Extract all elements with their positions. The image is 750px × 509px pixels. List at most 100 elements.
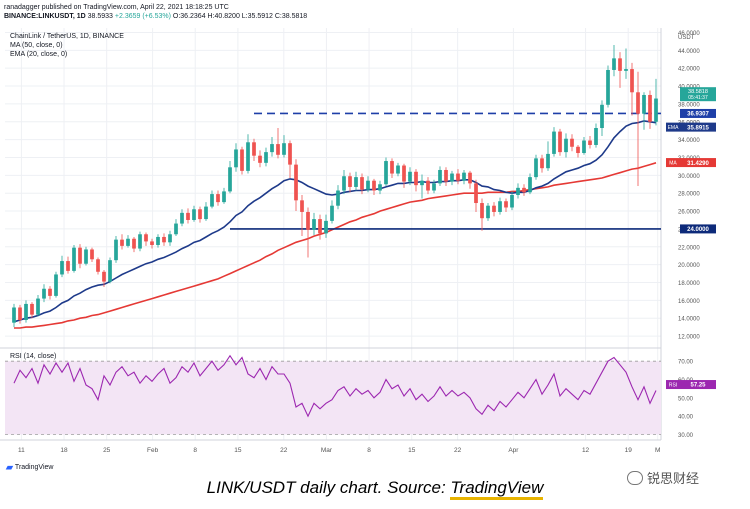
candle-body [144, 234, 148, 242]
candle-body [432, 183, 436, 191]
candle-body [84, 249, 88, 264]
candle-body [504, 201, 508, 208]
price-tick-label: 14.0000 [678, 317, 700, 323]
candle-body [60, 261, 64, 275]
candle-body [66, 261, 70, 271]
price-tick-label: 46.0000 [678, 31, 700, 37]
candle-body [276, 144, 280, 155]
candle-body [240, 149, 244, 171]
price-tick-label: 20.0000 [678, 263, 700, 269]
published-line: ranadagger published on TradingView.com,… [4, 4, 229, 11]
candle-body [366, 180, 370, 190]
candle-body [588, 140, 592, 145]
candle-body [234, 149, 238, 168]
tradingview-logo: ▰ TradingView [6, 462, 53, 473]
time-axis: 11 18 25 Feb 8 15 22 Mar 8 15 22 Apr 12 19 M [18, 447, 660, 454]
candle-body [180, 212, 184, 224]
candle-body [42, 288, 46, 299]
candle-body [18, 307, 22, 320]
candle-body [462, 172, 466, 181]
time-tick-label: Feb [147, 447, 159, 454]
time-tick-label: 19 [625, 447, 633, 454]
candle-body [198, 209, 202, 220]
candle-body [456, 173, 460, 181]
candle-body [354, 177, 358, 187]
rsi-tag-name: RSI [669, 383, 677, 389]
candle-body [90, 249, 94, 260]
legend-ema[interactable]: EMA (20, close, 0) [10, 51, 68, 58]
candle-body [72, 247, 76, 271]
last-price-value: 38.5818 [688, 89, 708, 95]
candle-body [264, 152, 268, 163]
price-tick-label: 28.0000 [678, 192, 700, 198]
candle-body [546, 153, 550, 169]
time-tick-label: 22 [454, 447, 462, 454]
time-tick-label: 22 [280, 447, 288, 454]
resistance-tag-value: 36.9307 [687, 112, 709, 118]
rsi-tick-label: 70.00 [678, 360, 694, 366]
support-tag-box [680, 224, 716, 234]
candle-body [372, 180, 376, 191]
candle-body [420, 180, 424, 186]
ma-tag-name: MA [669, 161, 677, 167]
rsi-pane: RSI (14, close) [5, 353, 661, 435]
ema-tag-bg [666, 122, 680, 132]
candle-body [642, 94, 646, 114]
candle-body [48, 288, 52, 296]
time-tick-label: Mar [321, 447, 333, 454]
resistance-tag-box [680, 108, 716, 118]
candle-body [204, 206, 208, 220]
candle-body [36, 298, 40, 315]
ema-tag-name: EMA [668, 125, 680, 131]
candle-body [522, 187, 526, 193]
candle-body [468, 172, 472, 184]
candle-body [492, 205, 496, 212]
candle-body [594, 128, 598, 145]
candle-body [528, 177, 532, 193]
figure-caption: LINK/USDT daily chart. Source: TradingVi… [0, 478, 750, 500]
ma-tag-box [680, 158, 716, 168]
candle-body [132, 238, 136, 249]
candle-body [288, 143, 292, 165]
candle-body [270, 144, 274, 153]
ema-20-line [13, 120, 657, 323]
candle-body [516, 187, 520, 195]
candle-body [636, 92, 640, 114]
legend-ma[interactable]: MA (50, close, 0) [10, 42, 63, 49]
candle-body [486, 205, 490, 219]
candle-body [474, 183, 478, 204]
price-tick-label: 44.0000 [678, 49, 700, 55]
time-tick-label: 8 [367, 447, 371, 454]
candle-body [360, 177, 364, 190]
time-tick-label: 12 [582, 447, 590, 454]
price-tick-label: 26.0000 [678, 210, 700, 216]
wechat-watermark: 锐思财经 [627, 468, 699, 487]
candles [12, 44, 658, 328]
indicator-legend: ChainLink / TetherUS, 1D, BINANCE MA (50… [10, 32, 124, 59]
candle-body [126, 238, 130, 246]
usdt-label: USDT [678, 35, 695, 41]
candle-body [246, 142, 250, 171]
caption-source: TradingView [450, 478, 544, 500]
candle-body [192, 209, 196, 220]
chart-header: ranadagger published on TradingView.com,… [4, 3, 307, 21]
candle-body [216, 194, 220, 203]
price-tick-label: 18.0000 [678, 281, 700, 287]
candle-body [384, 161, 388, 185]
last-price-tag-box [680, 87, 716, 102]
candle-body [558, 131, 562, 153]
candle-body [480, 203, 484, 219]
rsi-line [13, 354, 657, 418]
candle-body [258, 155, 262, 163]
ma-tag-value: 31.4290 [687, 161, 709, 167]
candle-body [108, 260, 112, 282]
candle-body [138, 234, 142, 249]
candle-body [438, 169, 442, 184]
price-tick-label: 38.0000 [678, 102, 700, 108]
time-tick-label: 25 [103, 447, 111, 454]
candle-body [498, 201, 502, 212]
candle-body [294, 164, 298, 201]
watermark-text: 锐思财经 [647, 471, 700, 486]
candle-body [156, 236, 160, 245]
